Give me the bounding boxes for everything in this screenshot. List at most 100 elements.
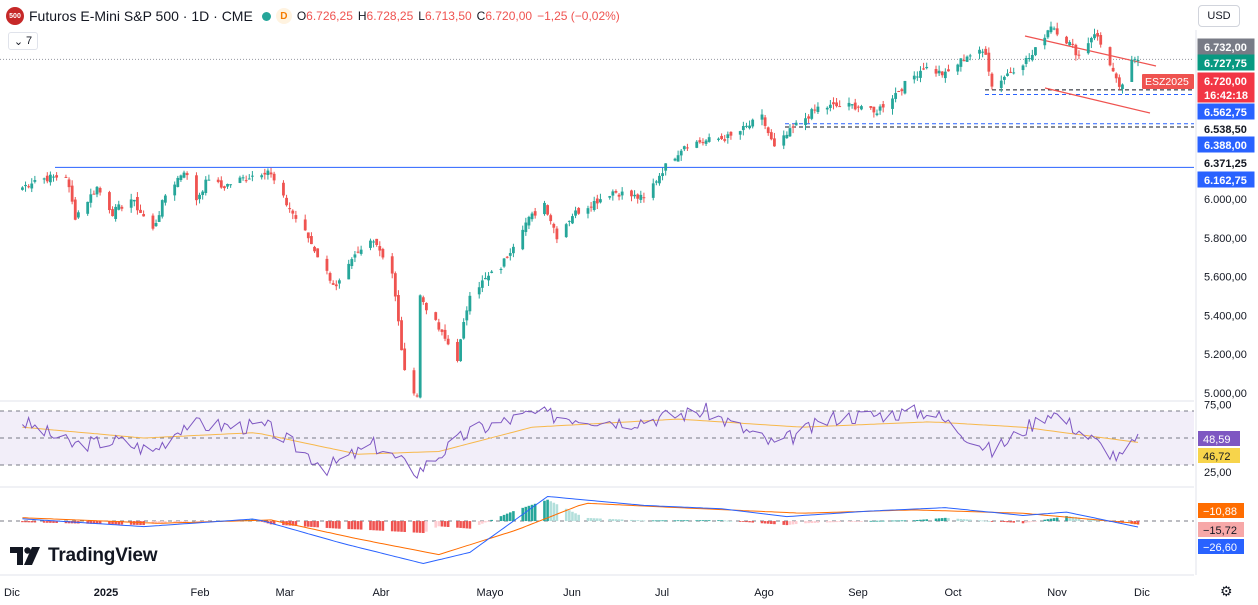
candle-body: [70, 185, 74, 202]
delayed-badge[interactable]: D: [275, 8, 292, 24]
rsi-line: [22, 402, 1139, 480]
change-value: −1,25 (−0,02%): [537, 9, 620, 23]
candle-body: [285, 197, 288, 206]
candle-body: [266, 170, 270, 175]
candle-body: [903, 80, 907, 94]
symbol-title[interactable]: Futuros E-Mini S&P 500 · 1D · CME: [29, 8, 253, 24]
candle-body: [98, 188, 102, 193]
macd-histogram-bar: [676, 520, 680, 522]
macd-histogram-bar: [944, 517, 947, 522]
candle-body: [661, 173, 664, 177]
macd-histogram-bar: [45, 521, 49, 523]
tradingview-logo[interactable]: TradingView: [10, 545, 158, 567]
macd-histogram-bar: [437, 521, 441, 527]
time-axis-label: Dic: [4, 587, 20, 599]
settings-gear-icon[interactable]: ⚙: [1220, 583, 1233, 599]
macd-histogram-bar: [64, 521, 68, 524]
macd-histogram-bar: [508, 512, 512, 522]
macd-histogram-bar: [55, 521, 58, 523]
candle-body: [617, 194, 621, 197]
candle-body: [484, 277, 487, 280]
time-axis-label: Sep: [848, 587, 868, 599]
macd-histogram-bar: [1021, 521, 1025, 524]
macd-histogram-bar: [462, 521, 465, 529]
candle-body: [480, 280, 484, 288]
macd-histogram-bar: [990, 521, 994, 522]
candle-body: [67, 179, 71, 188]
currency-button[interactable]: USD: [1198, 5, 1240, 27]
candle-body: [1052, 28, 1056, 30]
candle-body: [564, 224, 568, 238]
candle-body: [195, 175, 198, 201]
macd-histogram-bar: [117, 521, 121, 525]
macd-histogram-bar: [937, 518, 941, 522]
price-axis-label-bg: [1197, 120, 1255, 137]
candle-body: [92, 193, 96, 195]
candle-body: [524, 222, 528, 233]
macd-histogram-bar: [726, 520, 730, 522]
candle-body: [599, 199, 602, 203]
candle-body: [421, 297, 425, 302]
rsi-axis-label: 46,72: [1203, 451, 1231, 463]
macd-histogram-bar: [313, 521, 316, 528]
candle-body: [763, 117, 767, 126]
macd-histogram-bar: [176, 521, 180, 523]
candle-body: [1089, 38, 1093, 43]
candle-body: [86, 201, 90, 214]
macd-histogram-bar: [1043, 519, 1047, 522]
macd-histogram-bar: [33, 521, 37, 523]
indicators-toggle-button[interactable]: ⌄ 7: [8, 32, 38, 50]
candle-body: [1077, 54, 1081, 56]
macd-histogram-bar: [415, 521, 419, 533]
macd-histogram-bar: [763, 521, 767, 524]
macd-histogram-bar: [331, 521, 335, 529]
candle-body: [726, 134, 730, 138]
ohlc-values: O6.726,25 H6.728,25 L6.713,50 C6.720,00 …: [297, 9, 620, 23]
candle-body: [567, 220, 571, 222]
candle-body: [698, 140, 702, 143]
candle-body: [27, 186, 31, 188]
macd-histogram-bar: [912, 520, 916, 522]
candle-body: [745, 125, 748, 127]
candle-body: [658, 175, 661, 184]
macd-histogram-bar: [589, 518, 593, 522]
close-value: 6.720,00: [485, 9, 533, 23]
macd-histogram-bar: [481, 521, 484, 524]
macd-histogram-bar: [611, 519, 615, 522]
candle-body: [418, 295, 422, 398]
macd-histogram-bar: [154, 521, 158, 524]
time-axis-label: Dic: [1134, 587, 1150, 599]
macd-histogram-bar: [425, 521, 428, 532]
price-axis-label: 6.538,50: [1204, 124, 1247, 136]
macd-histogram-bar: [1093, 519, 1096, 522]
macd-histogram-bar: [530, 504, 534, 522]
high-value: 6.728,25: [366, 9, 414, 23]
macd-histogram-bar: [642, 520, 646, 522]
macd-histogram-bar: [804, 521, 807, 524]
candle-body: [157, 215, 161, 222]
candle-body: [869, 106, 873, 108]
macd-axis-label-bg: [1198, 503, 1244, 518]
candle-body: [592, 201, 596, 210]
macd-histogram-bar: [98, 521, 102, 525]
candle-body: [549, 215, 553, 222]
macd-histogram-bar: [375, 521, 378, 531]
macd-histogram-bar: [655, 520, 658, 522]
macd-histogram-bar: [440, 521, 444, 527]
price-axis-label: 6.727,75: [1204, 58, 1247, 70]
candle-body: [42, 178, 46, 180]
macd-histogram-bar: [316, 521, 319, 528]
candle-body: [393, 273, 397, 297]
macd-histogram-bar: [633, 520, 636, 522]
macd-histogram-bar: [723, 520, 727, 522]
macd-histogram-bar: [748, 521, 751, 523]
candle-body: [595, 198, 599, 204]
candle-body: [571, 216, 574, 224]
candle-body: [981, 51, 985, 53]
candle-body: [816, 106, 820, 112]
symbol-tag-bg: [1142, 74, 1194, 89]
candle-body: [1065, 36, 1068, 44]
candle-body: [120, 206, 124, 209]
macd-histogram-bar: [465, 521, 469, 529]
